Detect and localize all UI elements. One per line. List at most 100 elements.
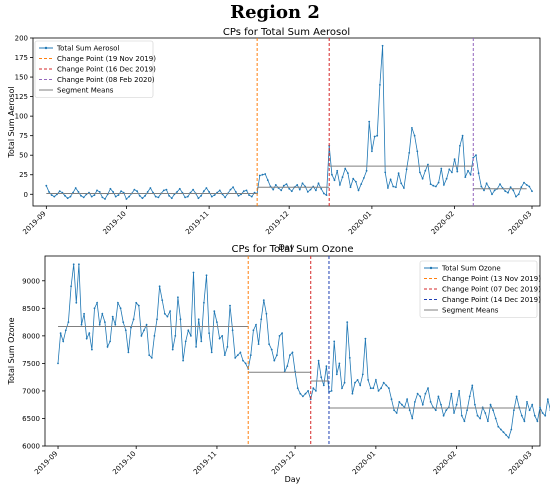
data-point	[161, 299, 164, 301]
legend-label: Change Point (08 Feb 2020)	[57, 76, 155, 84]
data-point	[70, 285, 72, 288]
data-point	[205, 274, 208, 277]
chart-panel-2: CPs for Total Sum Ozone 6000 6500 7000 7500 8…	[7, 244, 550, 484]
data-point	[239, 351, 242, 354]
data-point	[445, 177, 448, 180]
chart-title: CPs for Total Sum Aerosol	[223, 27, 350, 38]
data-point	[531, 190, 533, 193]
data-point	[411, 417, 414, 420]
data-point	[257, 343, 260, 345]
data-point	[242, 190, 245, 193]
data-point	[133, 188, 136, 191]
data-point	[77, 191, 80, 193]
data-point	[109, 187, 112, 190]
data-point	[323, 192, 325, 195]
legend-label: Total Sum Ozone	[441, 265, 501, 273]
data-point	[153, 335, 156, 337]
data-point	[372, 387, 375, 390]
data-point	[405, 168, 408, 171]
data-point	[395, 412, 398, 414]
data-point	[258, 174, 261, 177]
data-point	[165, 188, 168, 191]
data-point	[531, 403, 534, 406]
data-point	[202, 190, 205, 193]
data-point	[453, 412, 455, 414]
y-tick-label: 9000	[22, 277, 40, 285]
data-point	[234, 191, 237, 193]
data-point	[515, 195, 517, 198]
data-point	[178, 187, 181, 190]
legend-box	[419, 260, 538, 318]
data-point	[197, 318, 200, 321]
data-point	[320, 376, 323, 379]
data-point	[296, 387, 299, 390]
data-point	[111, 315, 114, 318]
x-tick-label: 2020-01	[347, 210, 373, 236]
x-tick-label: 2019-09	[21, 210, 47, 236]
data-point	[489, 403, 492, 406]
data-point	[523, 420, 526, 423]
data-point	[145, 323, 148, 326]
data-point	[117, 301, 119, 304]
data-point	[520, 414, 523, 417]
data-point	[140, 335, 143, 337]
data-point	[96, 301, 98, 304]
data-point	[517, 193, 520, 196]
data-point	[373, 135, 376, 138]
data-point	[250, 195, 253, 198]
data-point	[368, 120, 371, 123]
data-point	[380, 387, 382, 390]
data-point	[74, 187, 77, 189]
data-point	[223, 354, 226, 356]
x-axis-label: Day	[279, 243, 295, 252]
data-point	[170, 197, 173, 200]
x-tick-label: 2019-12	[264, 210, 290, 236]
data-point	[375, 379, 377, 381]
x-tick-label: 2020-02	[432, 450, 458, 476]
data-point	[184, 340, 187, 343]
data-point	[176, 191, 179, 193]
data-point	[365, 169, 368, 172]
data-point	[416, 150, 419, 153]
x-tick-label: 2020-03	[507, 210, 533, 236]
data-point	[117, 194, 120, 197]
data-point	[419, 395, 422, 398]
plot-frame	[44, 255, 541, 447]
data-point	[268, 343, 270, 345]
data-point	[128, 195, 131, 198]
y-axis-label: Total Sum Aerosol	[7, 86, 16, 158]
data-point	[229, 304, 231, 307]
data-point	[290, 190, 293, 193]
data-point	[135, 301, 138, 304]
data-point	[450, 392, 453, 395]
data-point	[448, 168, 451, 171]
data-point	[192, 188, 195, 191]
data-point	[177, 296, 179, 299]
data-point	[499, 183, 501, 186]
data-point	[244, 362, 247, 365]
data-point	[88, 332, 91, 334]
data-point	[205, 187, 208, 189]
data-point	[304, 392, 307, 395]
data-point	[262, 299, 265, 301]
data-point	[525, 184, 528, 186]
data-point	[395, 186, 397, 189]
data-point	[507, 191, 509, 194]
data-point	[288, 187, 291, 190]
x-tick-label: 2019-09	[33, 450, 59, 476]
data-point	[218, 189, 221, 192]
data-point	[491, 193, 493, 196]
data-point	[114, 195, 117, 198]
data-point	[146, 191, 149, 193]
data-point	[91, 348, 93, 351]
data-point	[82, 196, 85, 199]
data-point	[192, 271, 195, 274]
data-point	[96, 189, 98, 192]
data-point	[45, 184, 48, 187]
data-point	[513, 409, 515, 412]
data-point	[138, 194, 141, 197]
data-point	[346, 321, 349, 323]
data-point	[466, 409, 468, 412]
legend-label: Change Point (19 Nov 2019)	[57, 55, 156, 63]
data-point	[354, 381, 356, 384]
